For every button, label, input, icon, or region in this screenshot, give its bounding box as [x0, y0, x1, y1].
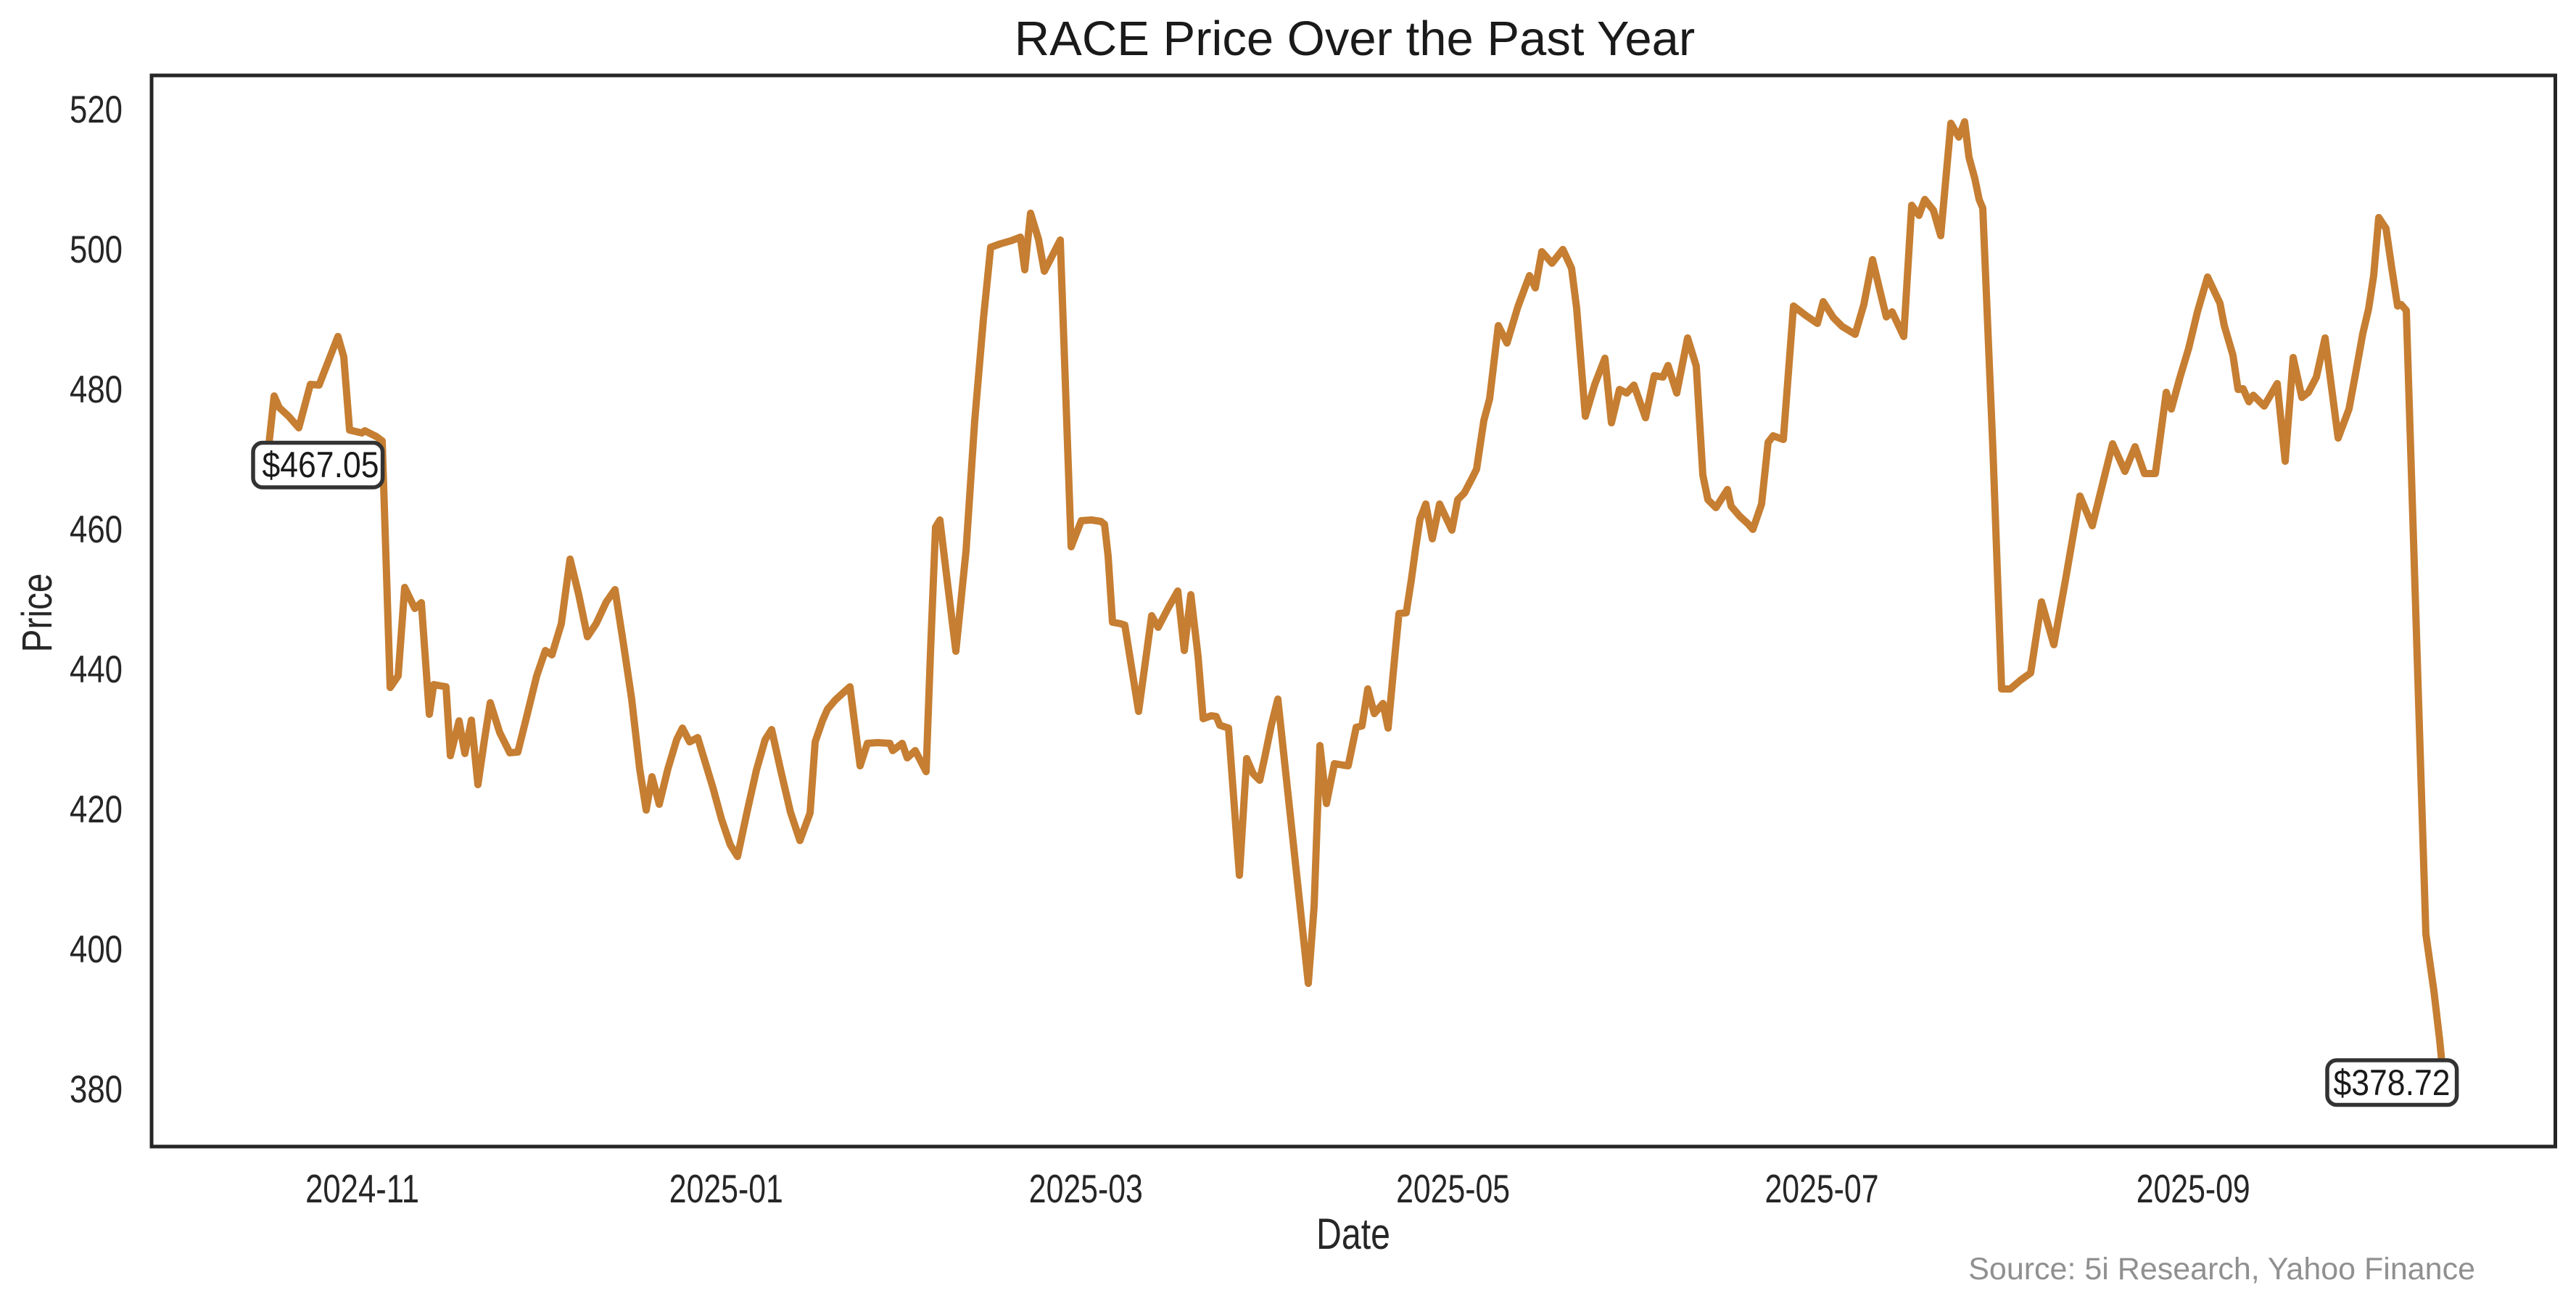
svg-text:Price: Price: [14, 574, 61, 653]
svg-text:500: 500: [70, 228, 123, 271]
svg-text:$378.72: $378.72: [2334, 1062, 2451, 1103]
svg-text:RACE Price Over the Past Year: RACE Price Over the Past Year: [1015, 12, 1695, 66]
svg-text:2024-11: 2024-11: [305, 1167, 419, 1211]
svg-text:520: 520: [70, 88, 123, 131]
svg-text:460: 460: [70, 508, 123, 551]
svg-text:2025-05: 2025-05: [1396, 1167, 1510, 1211]
svg-text:Date: Date: [1316, 1210, 1390, 1258]
svg-text:Source: 5i Research, Yahoo Fin: Source: 5i Research, Yahoo Finance: [1968, 1252, 2475, 1287]
svg-text:400: 400: [70, 928, 123, 971]
svg-text:$467.05: $467.05: [263, 445, 379, 485]
svg-text:480: 480: [70, 368, 123, 411]
svg-text:2025-07: 2025-07: [1765, 1167, 1879, 1211]
svg-text:420: 420: [70, 788, 123, 831]
svg-text:380: 380: [70, 1068, 123, 1111]
svg-text:2025-01: 2025-01: [669, 1167, 783, 1211]
svg-text:2025-09: 2025-09: [2137, 1167, 2250, 1211]
svg-text:2025-03: 2025-03: [1029, 1167, 1143, 1211]
svg-text:440: 440: [70, 648, 123, 691]
